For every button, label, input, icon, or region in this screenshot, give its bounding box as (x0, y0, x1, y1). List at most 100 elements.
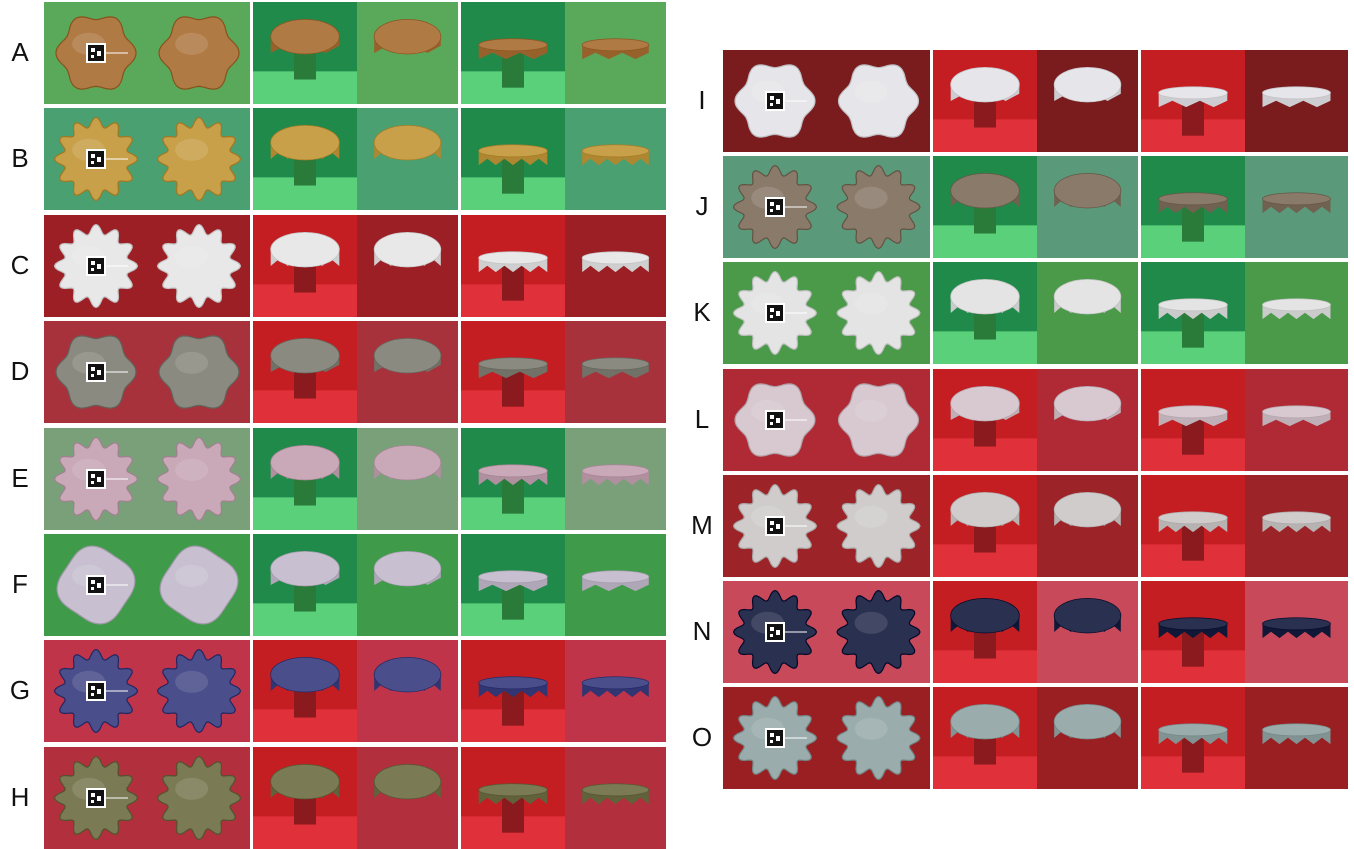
cloth-side (1262, 617, 1331, 639)
cloth-top (836, 270, 921, 356)
photo-top-h (44, 747, 148, 849)
render-oblique-k (1037, 262, 1138, 364)
photo-top-g (44, 640, 148, 742)
render-top-c (148, 215, 250, 317)
render-front-j (1245, 156, 1348, 258)
cloth-side (581, 357, 650, 379)
row-label-h: H (10, 782, 30, 812)
fiducial-marker (765, 197, 807, 217)
photo-top-a (44, 2, 148, 104)
cloth-side (950, 385, 1020, 422)
render-top-k (827, 262, 930, 364)
cloth-side (581, 144, 650, 166)
cloth-side (270, 550, 340, 587)
photo-oblique-l (933, 369, 1037, 471)
cloth-side (1262, 405, 1331, 427)
render-top-j (827, 156, 930, 258)
photo-top-e (44, 428, 148, 530)
render-top-n (827, 581, 930, 683)
row-label-n: N (692, 616, 712, 646)
cloth-side (950, 172, 1020, 209)
row-label-k: K (693, 297, 711, 327)
stand (502, 789, 524, 833)
fiducial-marker (86, 149, 128, 169)
photo-oblique-c (253, 215, 357, 317)
render-front-d (565, 321, 666, 423)
photo-oblique-a (253, 2, 357, 104)
stand (502, 257, 524, 301)
cloth-side (1053, 491, 1122, 528)
fiducial-marker (765, 303, 807, 323)
row-label-f: F (12, 569, 28, 599)
cloth-side (270, 231, 340, 268)
cloth-side (1053, 597, 1122, 634)
stand (502, 470, 524, 514)
render-top-a (148, 2, 250, 104)
render-front-e (565, 428, 666, 530)
photo-top-n (723, 581, 827, 683)
cloth-side (581, 783, 650, 805)
cloth-top (836, 695, 921, 781)
render-oblique-f (357, 534, 458, 636)
photo-front-g (461, 640, 565, 742)
render-oblique-a (357, 2, 458, 104)
render-oblique-o (1037, 687, 1138, 789)
render-oblique-j (1037, 156, 1138, 258)
cloth-side (270, 124, 340, 161)
render-front-k (1245, 262, 1348, 364)
cloth-side (373, 444, 442, 481)
photo-top-b (44, 108, 148, 210)
cloth-side (1158, 511, 1228, 533)
render-top-b (148, 108, 250, 210)
cloth-top (158, 16, 240, 90)
photo-front-j (1141, 156, 1245, 258)
stand (1182, 198, 1204, 242)
row-label-j: J (695, 191, 709, 221)
cloth-side (581, 570, 650, 592)
cloth-side (270, 763, 340, 800)
cloth-side (950, 491, 1020, 528)
cloth-top (158, 335, 240, 409)
cloth-side (581, 38, 650, 60)
render-top-d (148, 321, 250, 423)
photo-front-o (1141, 687, 1245, 789)
row-label-o: O (691, 722, 713, 752)
row-label-a: A (11, 37, 29, 67)
cloth-side (1053, 278, 1122, 315)
stand (1182, 729, 1204, 773)
fiducial-marker (86, 469, 128, 489)
render-front-a (565, 2, 666, 104)
row-label-b: B (11, 143, 29, 173)
render-front-h (565, 747, 666, 849)
render-oblique-b (357, 108, 458, 210)
cloth-side (478, 38, 548, 60)
render-front-m (1245, 475, 1348, 577)
cloth-side (373, 18, 442, 55)
fiducial-marker (86, 788, 128, 808)
photo-top-m (723, 475, 827, 577)
render-oblique-e (357, 428, 458, 530)
render-oblique-i (1037, 50, 1138, 152)
render-front-n (1245, 581, 1348, 683)
photo-oblique-h (253, 747, 357, 849)
cloth-side (373, 550, 442, 587)
cloth-side (1158, 617, 1228, 639)
render-top-o (827, 687, 930, 789)
cloth-side (1262, 511, 1331, 533)
render-top-g (148, 640, 250, 742)
render-top-h (148, 747, 250, 849)
row-label-d: D (10, 356, 30, 386)
fiducial-marker (765, 728, 807, 748)
render-top-e (148, 428, 250, 530)
fiducial-marker (765, 91, 807, 111)
photo-oblique-k (933, 262, 1037, 364)
render-front-g (565, 640, 666, 742)
fiducial-marker (765, 622, 807, 642)
cloth-side (373, 337, 442, 374)
cloth-side (478, 464, 548, 486)
cloth-side (270, 337, 340, 374)
render-front-c (565, 215, 666, 317)
cloth-side (581, 464, 650, 486)
stand (1182, 623, 1204, 667)
photo-front-f (461, 534, 565, 636)
